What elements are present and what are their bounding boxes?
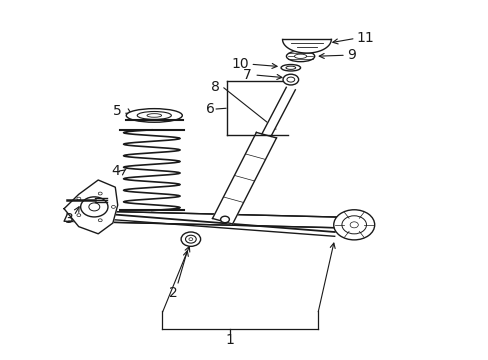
Text: 7: 7 (242, 68, 251, 82)
Polygon shape (64, 180, 118, 234)
Text: 6: 6 (205, 102, 214, 116)
Text: 9: 9 (346, 48, 355, 62)
Polygon shape (64, 211, 366, 228)
Ellipse shape (286, 77, 294, 82)
Ellipse shape (294, 54, 306, 58)
Ellipse shape (181, 232, 200, 246)
Ellipse shape (220, 216, 229, 223)
Ellipse shape (283, 74, 298, 85)
Polygon shape (262, 87, 295, 136)
Ellipse shape (286, 51, 314, 62)
Ellipse shape (188, 238, 192, 240)
Text: 10: 10 (231, 57, 249, 71)
Ellipse shape (77, 214, 81, 217)
Text: 11: 11 (356, 31, 374, 45)
Text: 4: 4 (111, 164, 120, 178)
Ellipse shape (98, 219, 102, 222)
Ellipse shape (147, 114, 161, 117)
Text: 1: 1 (225, 333, 234, 347)
Ellipse shape (281, 64, 300, 71)
Text: 2: 2 (169, 286, 178, 300)
Ellipse shape (349, 222, 358, 228)
Ellipse shape (77, 197, 81, 200)
Ellipse shape (137, 112, 171, 120)
Ellipse shape (185, 235, 196, 243)
Ellipse shape (98, 192, 102, 195)
Text: 8: 8 (210, 81, 219, 94)
Ellipse shape (89, 203, 100, 211)
Text: 5: 5 (113, 104, 122, 118)
Polygon shape (212, 132, 276, 224)
Ellipse shape (81, 197, 108, 217)
Ellipse shape (333, 210, 374, 240)
Ellipse shape (285, 66, 295, 69)
Ellipse shape (111, 206, 115, 208)
Ellipse shape (341, 216, 366, 234)
Polygon shape (282, 40, 330, 53)
Text: 3: 3 (64, 212, 73, 226)
Ellipse shape (126, 109, 182, 122)
